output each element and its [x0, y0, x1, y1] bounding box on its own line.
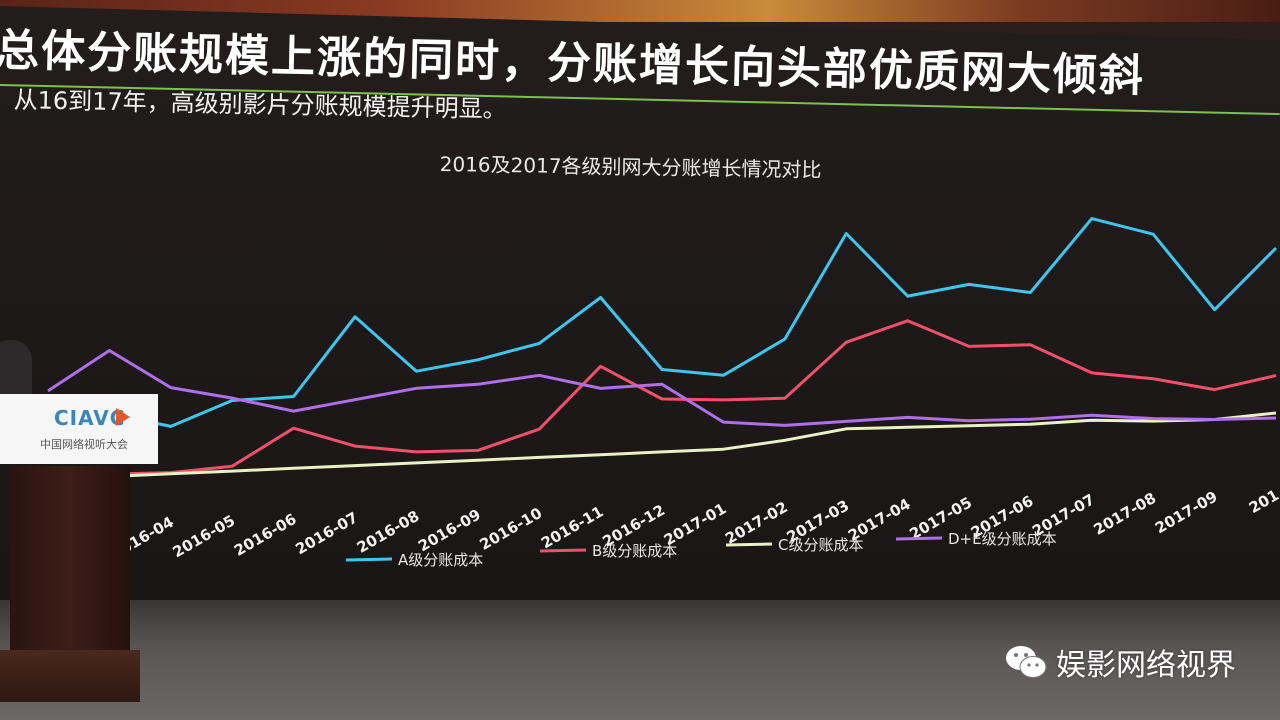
projection-screen: [0, 6, 1280, 610]
series-line-1: [47, 319, 1277, 476]
x-tick-label: 2016-09: [415, 505, 484, 555]
x-tick-label: 2017-08: [1091, 489, 1160, 539]
legend-swatch-0: [345, 557, 393, 562]
legend-label-3: D+E级分账成本: [948, 530, 1057, 548]
series-line-2: [47, 411, 1277, 480]
legend-label-2: C级分账成本: [778, 536, 863, 554]
logo-subtitle: 中国网络视听大会: [40, 438, 128, 451]
x-tick-label: 2016-07: [292, 508, 361, 558]
series-layer: [47, 217, 1278, 480]
lectern-base: [0, 650, 140, 702]
legend-swatch-3: [895, 536, 943, 541]
legend-swatch-2: [725, 542, 773, 547]
logo-text: CIAVC: [54, 406, 126, 430]
ciavc-logo: CIAVC 中国网络视听大会: [0, 394, 158, 464]
x-tick-label: 2016-08: [354, 507, 423, 557]
x-tick-label: 201: [1246, 486, 1280, 517]
play-icon: [116, 408, 130, 426]
x-tick-label: 2016-06: [231, 510, 300, 560]
watermark-text: 娱影网络视界: [1056, 648, 1236, 683]
watermark: 娱影网络视界: [1004, 640, 1236, 684]
x-tick-label: 2016-10: [477, 504, 546, 554]
stage-floor: [0, 600, 1280, 720]
lectern: [10, 466, 130, 666]
series-line-3: [47, 349, 1277, 427]
x-tick-label: 2017-09: [1152, 487, 1221, 537]
chart-legend: A级分账成本 B级分账成本 C级分账成本 D+E级分账成本: [345, 530, 1057, 569]
legend-label-1: B级分账成本: [592, 542, 677, 560]
legend-label-0: A级分账成本: [398, 551, 483, 569]
series-line-0: [47, 217, 1278, 428]
wechat-icon: [1006, 646, 1047, 678]
legend-swatch-1: [539, 548, 587, 553]
x-tick-label: 2016-05: [170, 511, 239, 561]
